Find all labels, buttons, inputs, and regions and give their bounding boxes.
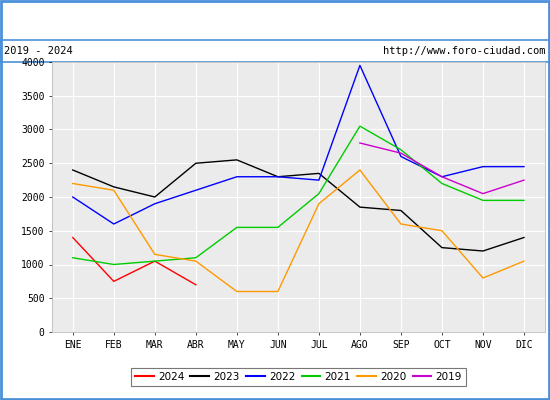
Text: Evolucion Nº Turistas Nacionales en el municipio de El Astillero: Evolucion Nº Turistas Nacionales en el m… xyxy=(19,14,531,26)
Legend: 2024, 2023, 2022, 2021, 2020, 2019: 2024, 2023, 2022, 2021, 2020, 2019 xyxy=(131,368,466,386)
Text: 2019 - 2024: 2019 - 2024 xyxy=(4,46,73,56)
Text: http://www.foro-ciudad.com: http://www.foro-ciudad.com xyxy=(383,46,546,56)
